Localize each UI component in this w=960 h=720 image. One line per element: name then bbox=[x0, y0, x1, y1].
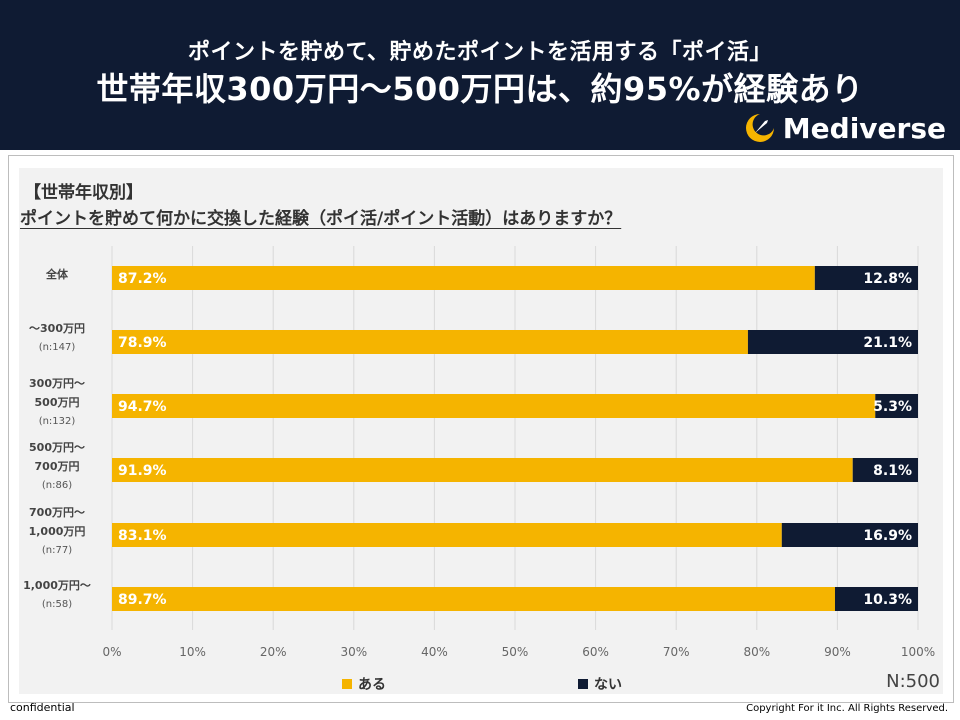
chart-panel bbox=[8, 155, 954, 703]
category-label: 1,000万円〜 (n:58) bbox=[8, 576, 106, 614]
category-label-line2: 700万円 bbox=[34, 459, 80, 473]
category-label-line1: 全体 bbox=[46, 267, 68, 281]
legend-label-aru: ある bbox=[358, 677, 386, 693]
title-line-2: 世帯年収300万円〜500万円は、約95%が経験あり bbox=[96, 70, 864, 108]
title-line-1: ポイントを貯めて、貯めたポイントを活用する「ポイ活」 bbox=[188, 40, 772, 65]
category-sample-size: (n:77) bbox=[41, 544, 73, 556]
category-sample-size: (n:86) bbox=[41, 479, 73, 491]
category-label: 全体 bbox=[8, 265, 106, 284]
category-label-line1: 700万円〜 bbox=[29, 505, 85, 519]
legend-swatch-aru bbox=[342, 679, 352, 689]
category-label: 700万円〜 1,000万円 (n:77) bbox=[8, 503, 106, 560]
category-label-line2: 1,000万円 bbox=[28, 524, 86, 538]
category-sample-size: (n:58) bbox=[41, 599, 73, 610]
rocket-moon-icon bbox=[745, 114, 774, 142]
category-label: 500万円〜 700万円 (n:86) bbox=[8, 438, 106, 495]
legend-label-nai: ない bbox=[594, 677, 622, 693]
category-label: 〜300万円 (n:147) bbox=[8, 319, 106, 357]
section-label: 【世帯年収別】 bbox=[24, 183, 143, 203]
legend-swatch-nai bbox=[578, 679, 588, 689]
logo-text: Mediverse bbox=[782, 111, 946, 145]
confidential-label: confidential bbox=[10, 701, 75, 714]
chart-title: ポイントを貯めて何かに交換した経験（ポイ活/ポイント活動）はありますか？ bbox=[20, 209, 622, 229]
category-sample-size: (n:147) bbox=[38, 342, 76, 353]
category-label: 300万円〜 500万円 (n:132) bbox=[8, 374, 106, 431]
mediverse-logo: Mediverse bbox=[743, 110, 946, 146]
legend-item-aru: ある bbox=[342, 674, 386, 694]
header-banner: ポイントを貯めて、貯めたポイントを活用する「ポイ活」 世帯年収300万円〜500… bbox=[0, 0, 960, 150]
category-label-line1: 〜300万円 bbox=[29, 322, 85, 335]
sample-size-label: N:500 bbox=[886, 671, 940, 692]
category-sample-size: (n:132) bbox=[38, 415, 76, 427]
legend-item-nai: ない bbox=[578, 674, 622, 694]
copyright-label: Copyright For it Inc. All Rights Reserve… bbox=[746, 703, 948, 714]
category-label-line1: 500万円〜 bbox=[29, 440, 85, 454]
category-label-line1: 1,000万円〜 bbox=[23, 579, 91, 592]
category-label-line1: 300万円〜 bbox=[29, 376, 85, 390]
category-label-line2: 500万円 bbox=[34, 395, 80, 409]
chart-background bbox=[19, 168, 943, 694]
